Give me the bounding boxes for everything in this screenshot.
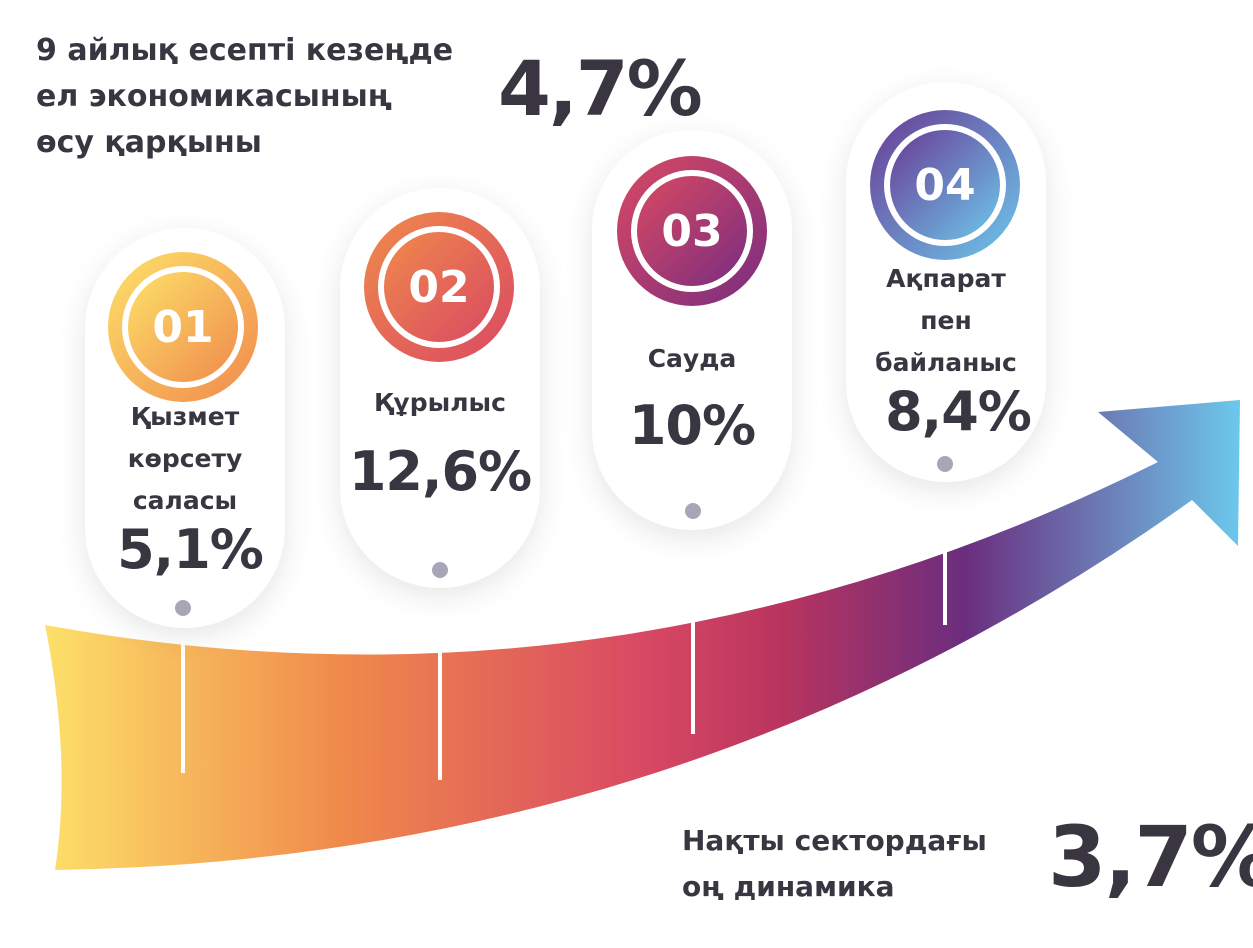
headline-line: ел экономикасының bbox=[36, 79, 393, 114]
marker-dot-02 bbox=[432, 562, 448, 578]
stem-02 bbox=[438, 570, 442, 780]
sector-value-02: 12,6% bbox=[348, 440, 532, 503]
sector-label-03: Сауда bbox=[647, 344, 737, 373]
headline: 9 айлық есепті кезеңде ел экономикасының… bbox=[36, 28, 496, 166]
sector-value-03: 10% bbox=[628, 394, 756, 457]
badge-number-02: 02 bbox=[384, 232, 494, 342]
marker-dot-04 bbox=[937, 456, 953, 472]
headline-line: 9 айлық есепті кезеңде bbox=[36, 33, 454, 68]
marker-dot-01 bbox=[175, 600, 191, 616]
sector-label-01: Қызмет көрсету саласы bbox=[127, 402, 243, 515]
marker-dot-03 bbox=[685, 503, 701, 519]
footer-value: 3,7% bbox=[1048, 808, 1253, 906]
footer-line: Нақты сектордағы bbox=[682, 824, 987, 857]
badge-ring-01: 01 bbox=[108, 252, 258, 402]
stem-01 bbox=[181, 608, 185, 773]
headline-value: 4,7% bbox=[498, 44, 703, 133]
sector-label-02: Құрылыс bbox=[374, 388, 506, 417]
badge-ring-02: 02 bbox=[364, 212, 514, 362]
stem-03 bbox=[691, 512, 695, 734]
footer-label: Нақты сектордағы оң динамика bbox=[682, 818, 987, 910]
headline-line: өсу қарқыны bbox=[36, 125, 262, 160]
badge-number-04: 04 bbox=[890, 130, 1000, 240]
badge-number-03: 03 bbox=[637, 176, 747, 286]
arrow-band bbox=[45, 400, 1240, 870]
footer-line: оң динамика bbox=[682, 870, 895, 903]
badge-ring-04: 04 bbox=[870, 110, 1020, 260]
sector-label-04: Ақпарат пен байланыс bbox=[875, 264, 1017, 377]
sector-value-04: 8,4% bbox=[885, 380, 1032, 443]
badge-number-01: 01 bbox=[128, 272, 238, 382]
stem-04 bbox=[943, 465, 947, 625]
sector-value-01: 5,1% bbox=[117, 518, 264, 581]
badge-ring-03: 03 bbox=[617, 156, 767, 306]
